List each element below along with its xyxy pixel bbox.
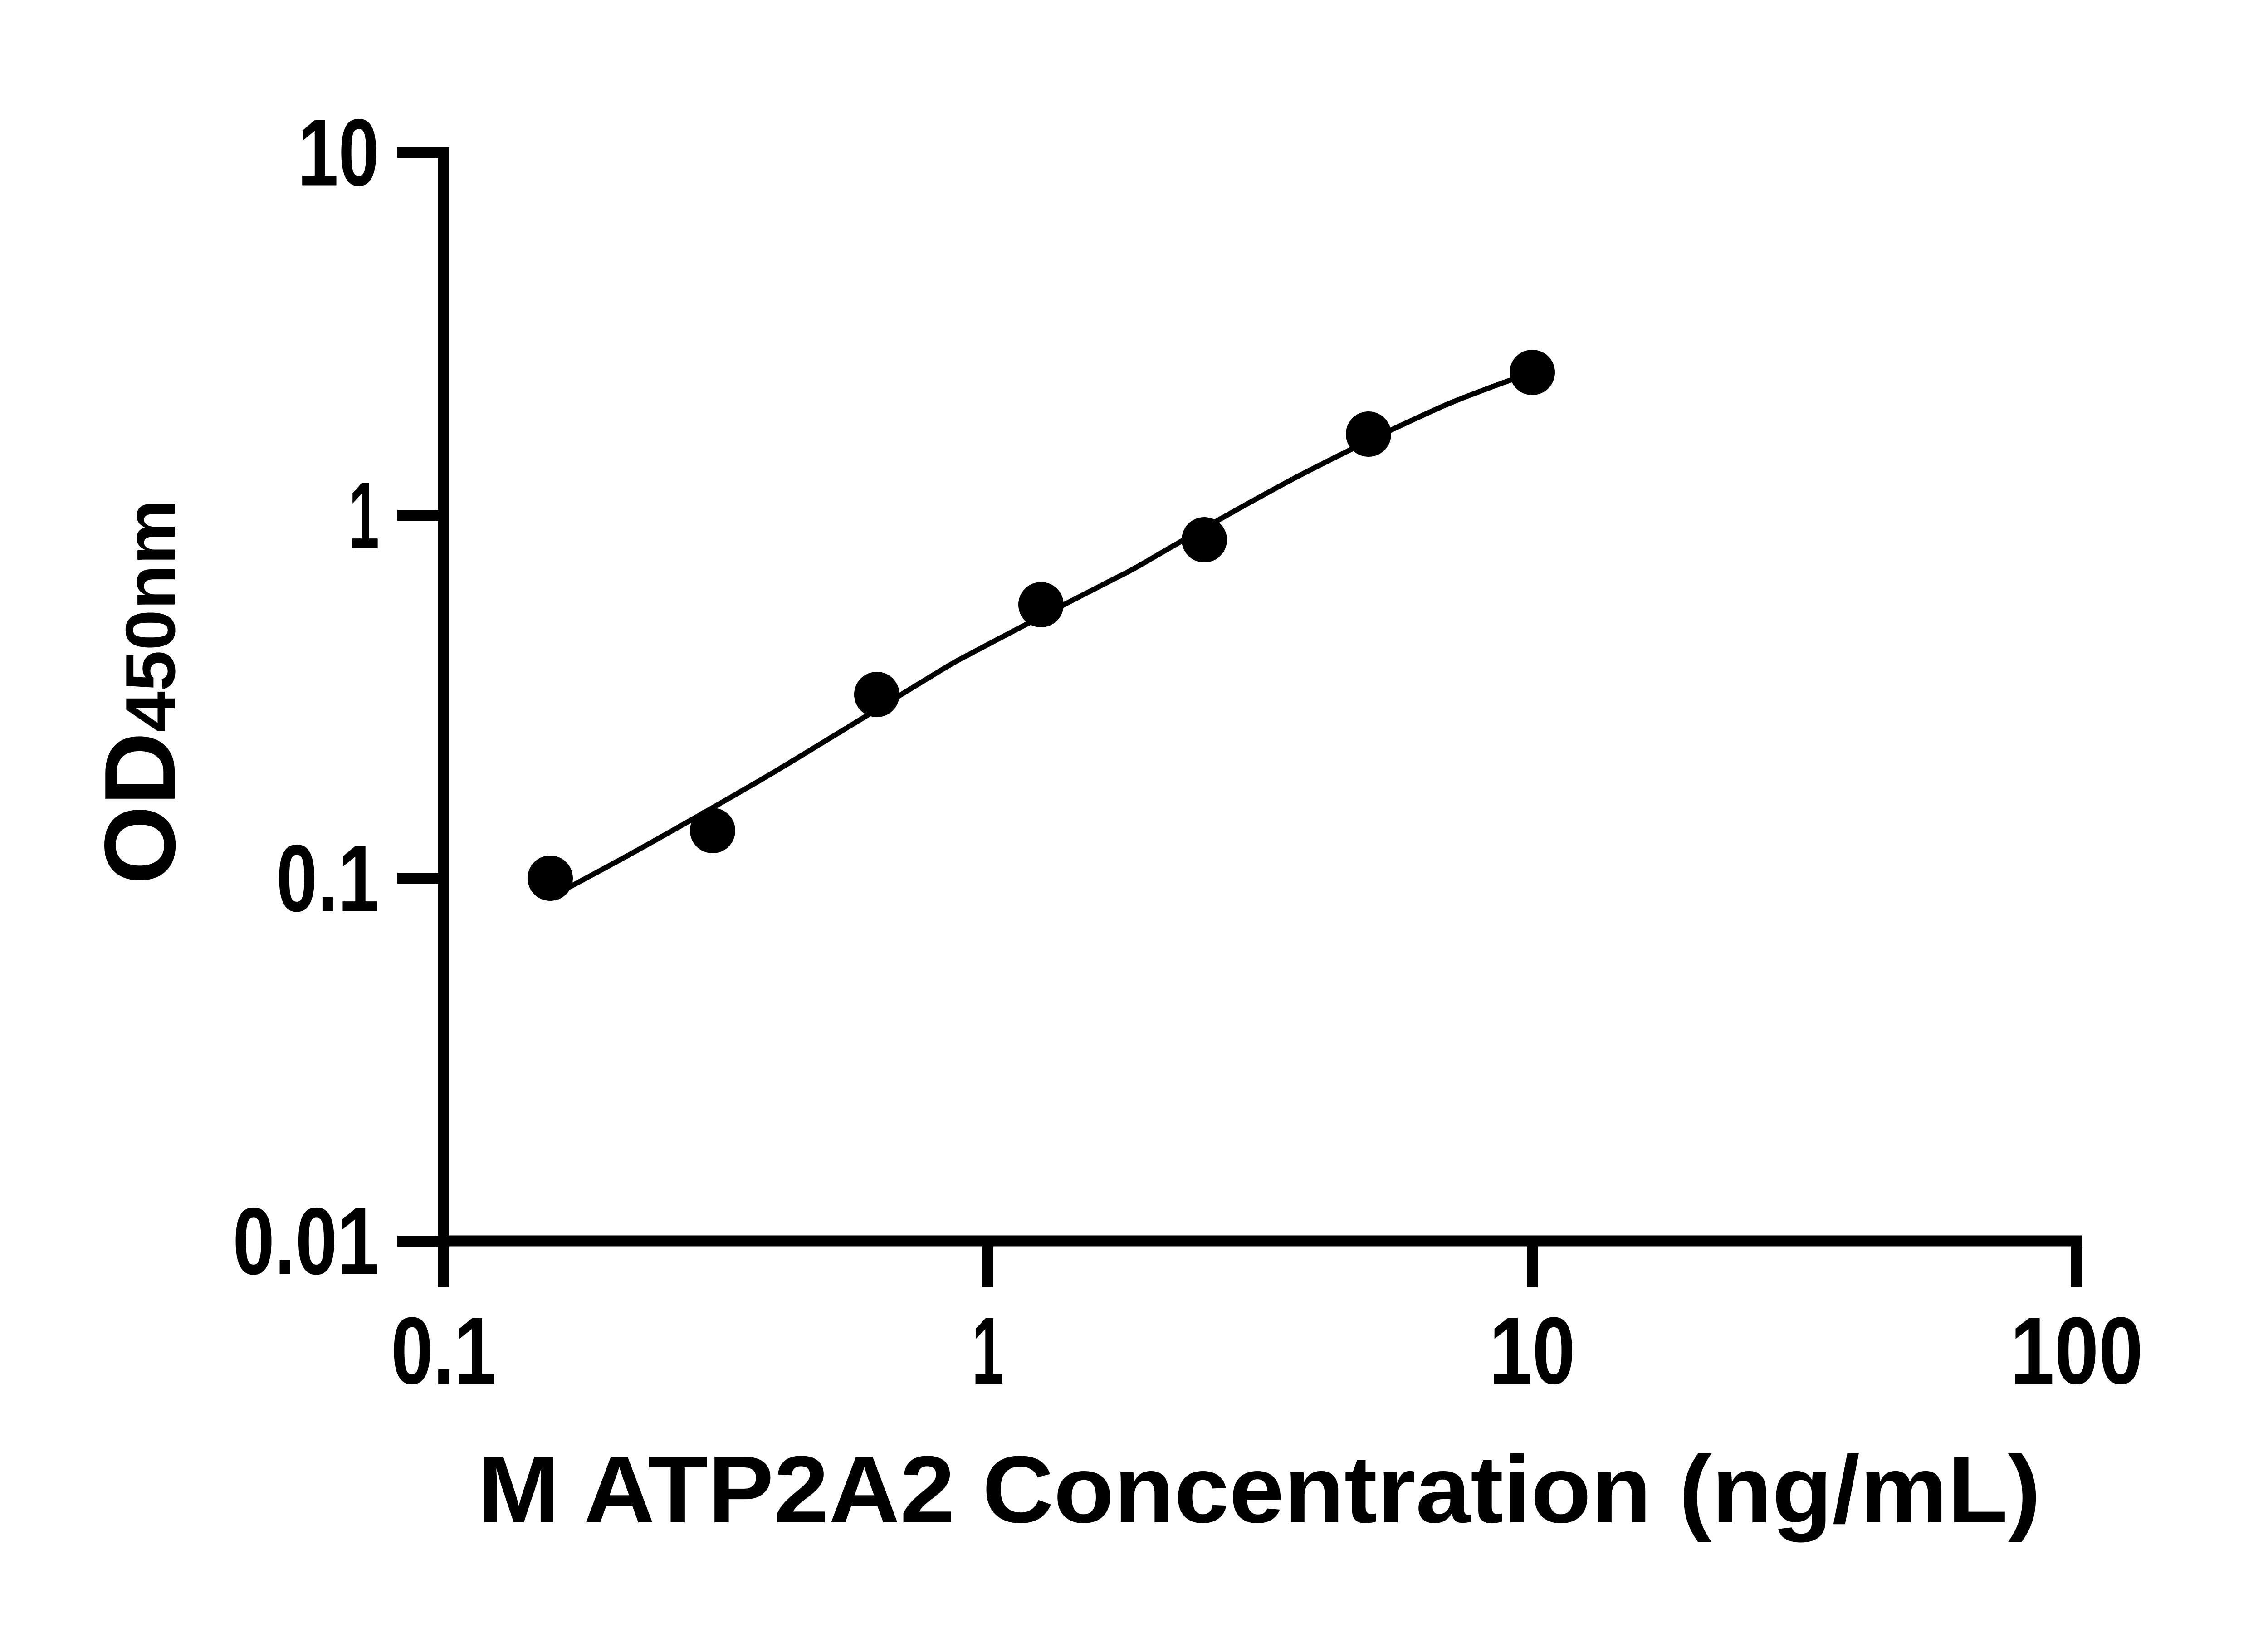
- svg-text:0.01: 0.01: [233, 1188, 379, 1295]
- svg-text:100: 100: [2010, 1297, 2143, 1404]
- svg-text:0.1: 0.1: [391, 1297, 496, 1404]
- svg-text:M ATP2A2 Concentration (ng/mL): M ATP2A2 Concentration (ng/mL): [478, 1436, 2041, 1543]
- svg-text:1: 1: [349, 462, 379, 569]
- svg-text:0.1: 0.1: [276, 825, 379, 932]
- svg-text:10: 10: [1489, 1297, 1575, 1404]
- svg-text:OD450nm: OD450nm: [84, 499, 196, 885]
- svg-text:10: 10: [298, 99, 379, 206]
- svg-text:1: 1: [972, 1297, 1004, 1404]
